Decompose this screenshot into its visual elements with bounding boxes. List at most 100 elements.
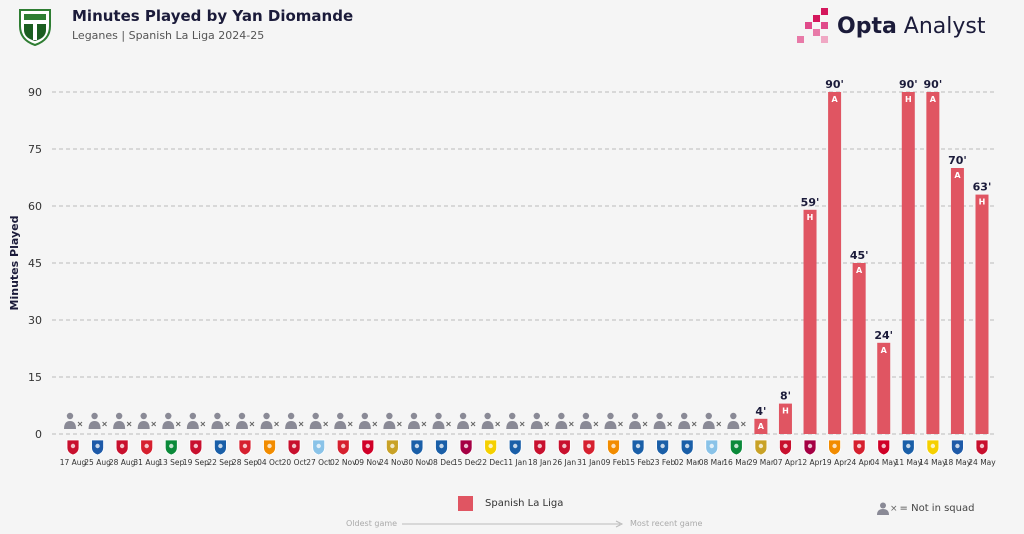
bar [778,403,792,434]
bar-value-label: 90' [825,78,844,91]
opponent-crest-detail-icon [193,443,199,449]
venue-label: A [856,266,863,275]
venue-label: H [905,95,912,104]
opponent-crest-detail-icon [463,443,469,449]
x-tick-label: 24 Nov [379,458,406,467]
not-in-squad-person-icon [410,412,418,420]
not-in-squad-body-icon [235,421,248,429]
venue-label: A [831,95,838,104]
not-in-squad-body-icon [162,421,175,429]
not-in-squad-cross-icon [716,421,722,427]
opponent-crest-detail-icon [365,443,371,449]
x-tick-label: 11 Jan [503,458,527,467]
bar [803,209,817,434]
not-in-squad-body-icon [113,421,126,429]
opponent-crest-detail-icon [242,443,248,449]
not-in-squad-cross-icon [274,421,279,427]
not-in-squad-cross-icon [323,421,329,427]
bar [926,92,940,434]
x-tick-label: 15 Dec [453,458,479,467]
venue-label: A [758,422,765,431]
x-tick-label: 26 Jan [553,458,577,467]
not-in-squad-body-icon [604,421,617,429]
not-in-squad-person-icon [115,412,123,420]
x-tick-label: 20 Oct [282,458,307,467]
not-in-squad-person-icon [361,412,369,420]
not-in-squad-body-icon [555,421,568,429]
not-in-squad-person-icon [730,412,737,420]
x-tick-label: 22 Dec [477,458,503,467]
x-tick-label: 19 Apr [822,458,848,467]
bar-value-label: 24' [874,329,893,342]
chart-subtitle: Leganes | Spanish La Liga 2024-25 [72,29,265,42]
opponent-crest-detail-icon [660,443,665,449]
not-in-squad-person-icon [189,412,197,420]
not-in-squad-cross-icon [77,421,83,427]
opponent-crest-detail-icon [291,443,297,449]
not-in-squad-person-icon [214,412,221,420]
opponent-crest-detail-icon [169,443,174,449]
x-tick-label: 04 May [870,458,898,467]
timeline-arrow-icon [402,520,624,528]
not-in-squad-cross-icon [200,421,206,427]
not-in-squad-person-icon [386,412,393,420]
not-in-squad-person-icon [656,412,663,420]
bar [852,263,866,434]
opponent-crest-detail-icon [316,443,321,449]
x-tick-label: 02 Nov [330,458,357,467]
not-in-squad-person-icon [238,412,246,420]
not-in-squad-person-icon [631,412,639,420]
not-in-squad-cross-icon [126,421,132,427]
x-tick-label: 12 Apr [798,458,824,467]
not-in-squad-body-icon [506,421,519,429]
legend-label: Spanish La Liga [485,498,564,509]
legend-swatch [458,496,473,511]
x-tick-label: 24 May [968,458,996,467]
not-in-squad-cross-icon [544,421,550,427]
bar [901,92,915,434]
not-in-squad-body-icon [64,421,76,429]
x-tick-label: 19 Sep [183,458,209,467]
venue-label: A [881,346,888,355]
bar-value-label: 8' [780,390,791,403]
x-tick-label: 31 Jan [577,458,601,467]
not-in-squad-cross-icon [372,421,378,427]
not-in-squad-body-icon [727,421,740,429]
opponent-crest-detail-icon [390,443,395,449]
x-tick-label: 07 Apr [773,458,799,467]
not-in-squad-cross-icon [667,421,672,427]
x-tick-label: 29 Mar [748,458,775,467]
not-in-squad-person-icon [435,412,442,420]
key-cross: × [890,503,898,514]
not-in-squad-body-icon [309,421,322,429]
not-in-squad-cross-icon [495,421,501,427]
brand-name-bold: Opta [837,14,897,39]
x-tick-label: 09 Nov [355,458,382,467]
x-tick-label: 11 May [895,458,923,467]
key-label: = Not in squad [899,503,975,514]
not-in-squad-body-icon [260,421,273,429]
bar-value-label: 45' [850,249,869,262]
not-in-squad-body-icon [481,421,494,429]
opponent-crest-detail-icon [856,443,862,449]
opponent-crest-detail-icon [734,443,739,449]
not-in-squad-person-icon [91,412,98,420]
opponent-crest-detail-icon [635,443,641,449]
timeline-end: Most recent game [630,519,703,528]
not-in-squad-body-icon [186,421,199,429]
y-axis-label: Minutes Played [8,216,21,311]
not-in-squad-cross-icon [397,421,402,427]
not-in-squad-cross-icon [249,421,255,427]
x-tick-label: 24 Apr [847,458,873,467]
not-in-squad-person-icon [66,412,74,420]
bar [828,92,842,434]
opponent-crest-detail-icon [537,443,542,449]
venue-label: A [930,95,937,104]
chart-title: Minutes Played by Yan Diomande [72,7,354,25]
not-in-squad-cross-icon [421,421,427,427]
opponent-crest-detail-icon [906,443,911,449]
bar [877,342,891,434]
not-in-squad-key: × = Not in squad [877,502,974,515]
not-in-squad-cross-icon [446,421,451,427]
